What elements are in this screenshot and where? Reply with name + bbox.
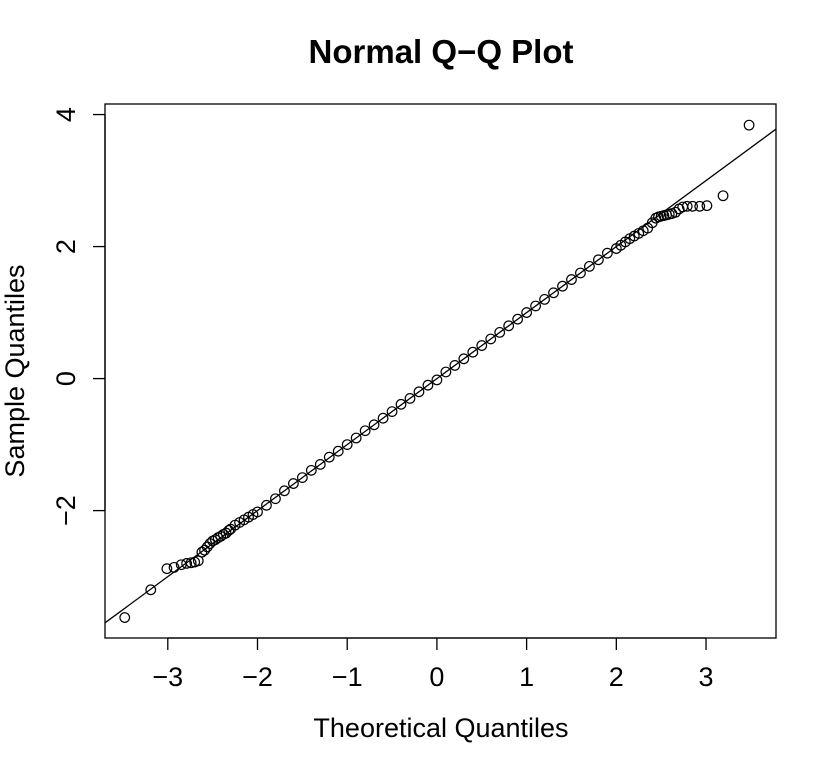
- data-point: [168, 561, 180, 573]
- y-tick-label: −2: [51, 495, 81, 526]
- data-point: [145, 584, 157, 596]
- data-point: [386, 406, 398, 417]
- data-point: [395, 398, 407, 410]
- data-point: [119, 612, 131, 623]
- data-point: [261, 499, 272, 511]
- data-point: [377, 412, 389, 424]
- data-point: [476, 340, 488, 351]
- x-tick-label: 3: [699, 662, 714, 692]
- data-point: [670, 206, 681, 218]
- chart-title: Normal Q−Q Plot: [309, 33, 574, 70]
- data-point: [601, 247, 613, 259]
- data-points-layer: [119, 119, 755, 623]
- y-tick-label: 2: [51, 239, 81, 254]
- data-point: [341, 439, 353, 450]
- data-point: [359, 425, 371, 437]
- data-point: [494, 326, 506, 338]
- data-point: [323, 451, 335, 463]
- data-point: [503, 320, 515, 332]
- data-point: [223, 525, 235, 536]
- data-point: [701, 200, 713, 212]
- data-point: [204, 538, 216, 550]
- data-point: [350, 432, 362, 444]
- data-point: [305, 464, 317, 476]
- x-tick-label: 0: [429, 662, 444, 692]
- data-point: [687, 200, 698, 212]
- data-point: [717, 190, 729, 202]
- x-tick-label: −2: [242, 662, 273, 692]
- data-point: [209, 534, 221, 546]
- data-point: [458, 353, 470, 365]
- x-axis: −3 −2 −1 0 1 2 3: [152, 637, 714, 692]
- data-point: [548, 287, 559, 299]
- data-point: [332, 445, 344, 457]
- data-point: [296, 472, 308, 484]
- data-point: [566, 274, 577, 285]
- data-point: [681, 200, 693, 212]
- x-tick-label: 1: [519, 662, 534, 692]
- plot-frame: [104, 103, 777, 639]
- data-point: [199, 544, 210, 556]
- data-point: [404, 392, 416, 404]
- y-tick-label: 4: [51, 107, 81, 122]
- data-point: [175, 559, 187, 571]
- data-point: [422, 379, 434, 391]
- data-point: [413, 386, 425, 398]
- x-tick-label: −3: [152, 662, 183, 692]
- data-point: [530, 300, 541, 312]
- data-point: [584, 260, 595, 272]
- data-point: [279, 485, 290, 497]
- x-tick-label: 2: [609, 662, 624, 692]
- data-point: [449, 359, 461, 371]
- data-point: [314, 459, 326, 470]
- data-point: [557, 280, 568, 292]
- data-point: [201, 541, 213, 553]
- data-point: [592, 254, 604, 266]
- y-tick-label: 0: [51, 371, 81, 386]
- data-point: [161, 563, 173, 575]
- data-point: [575, 267, 586, 279]
- x-axis-label: Theoretical Quantiles: [313, 713, 568, 743]
- data-point: [270, 493, 281, 505]
- data-point: [512, 313, 524, 325]
- data-point: [743, 119, 755, 131]
- data-point: [694, 200, 706, 212]
- data-point: [181, 558, 193, 569]
- data-point: [215, 530, 227, 542]
- y-axis: −2 0 2 4: [51, 107, 106, 526]
- y-axis-label: Sample Quantiles: [0, 264, 30, 477]
- data-point: [287, 478, 299, 489]
- data-point: [431, 374, 443, 386]
- data-point: [185, 557, 197, 569]
- x-tick-label: −1: [332, 662, 363, 692]
- data-point: [539, 293, 550, 305]
- data-point: [252, 506, 263, 518]
- data-point: [368, 419, 380, 431]
- data-point: [521, 307, 533, 318]
- data-point: [440, 366, 452, 378]
- data-point: [485, 333, 497, 345]
- data-point: [467, 346, 479, 358]
